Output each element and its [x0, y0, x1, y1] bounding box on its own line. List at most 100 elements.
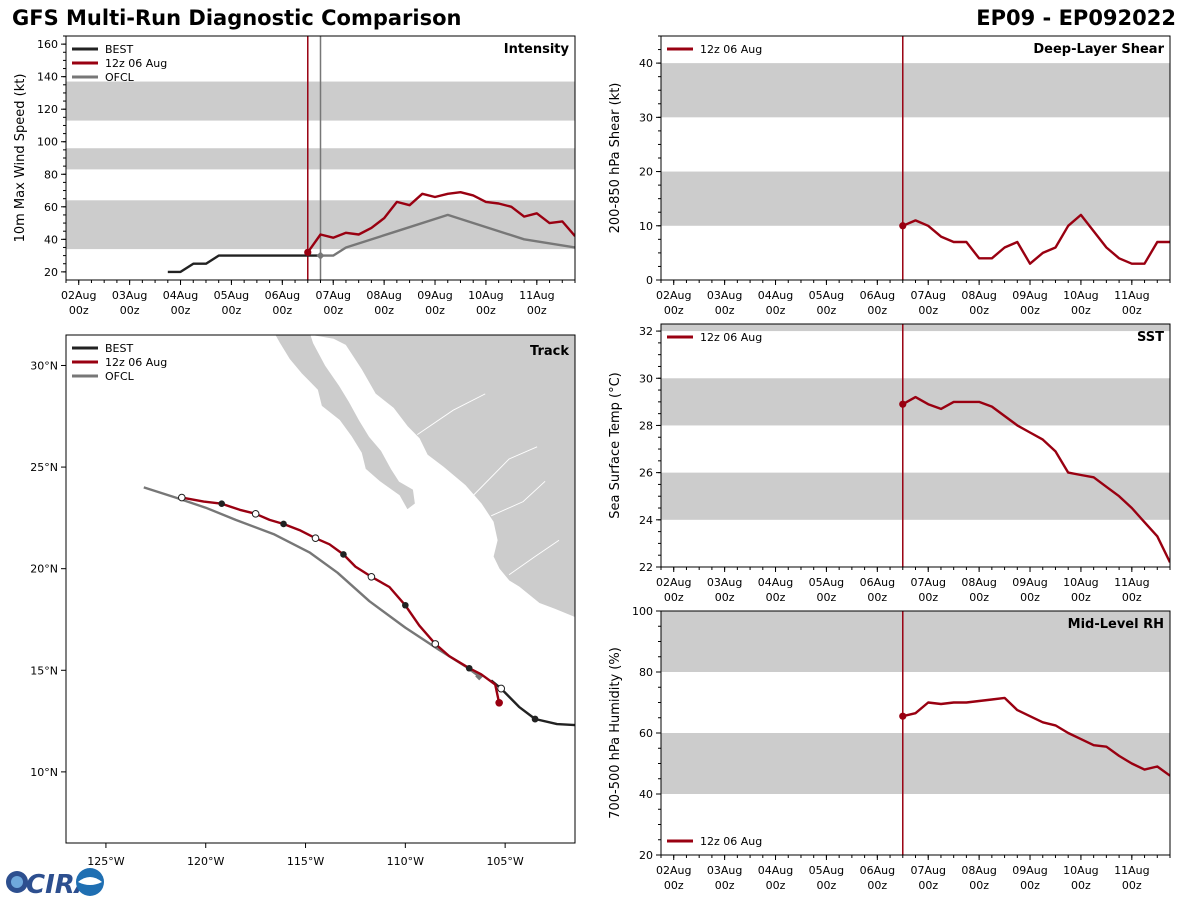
track-run-day-marker — [402, 601, 409, 609]
sst-plot-area — [661, 324, 1170, 567]
rh-xtick-label: 05Aug — [809, 864, 844, 877]
rh-xtick-label: 03Aug — [707, 864, 742, 877]
intensity-xtick-label: 00z — [120, 304, 140, 317]
sst-ytick-label: 28 — [639, 419, 653, 432]
baja-california-land — [274, 335, 416, 511]
shear-xtick-label: 07Aug — [910, 289, 945, 302]
sst-frame — [660, 323, 1171, 568]
sst-series-run — [902, 395, 1170, 563]
shear-xtick-label: 00z — [766, 304, 786, 317]
sst-xtick-label: 00z — [766, 591, 786, 604]
track-run-day-marker — [340, 551, 347, 558]
intensity-xtick-label: 00z — [425, 304, 445, 317]
sst-band-0 — [661, 472, 1170, 520]
intensity-ytick-label: 120 — [37, 103, 58, 116]
track-run-day-marker — [465, 664, 473, 672]
rh-plot-area — [661, 611, 1170, 855]
intensity-ytick-label: 60 — [44, 201, 58, 214]
intensity-xtick-label: 09Aug — [417, 289, 452, 302]
track-run-start-marker — [495, 698, 503, 707]
rh-band-0 — [661, 733, 1170, 794]
track-lon-label: 120°W — [187, 855, 224, 868]
sst-ytick-label: 24 — [639, 514, 653, 527]
track-lat-label: 15°N — [30, 664, 58, 677]
track-lon-label: 110°W — [387, 855, 424, 868]
rh-xtick-label: 04Aug — [758, 864, 793, 877]
sst-xtick-label: 00z — [1122, 591, 1142, 604]
track-run-halfday-marker — [367, 573, 376, 581]
shear-series-run — [902, 213, 1170, 265]
shear-xtick-label: 05Aug — [809, 289, 844, 302]
sst-xtick-label: 10Aug — [1063, 576, 1098, 589]
intensity-xtick-label: 07Aug — [315, 289, 350, 302]
rh-ytick-label: 80 — [639, 666, 653, 679]
rh-xtick-label: 00z — [1071, 879, 1091, 892]
shear-legend-label: 12z 06 Aug — [700, 43, 762, 56]
intensity-xtick-label: 00z — [272, 304, 292, 317]
shear-ytick-label: 30 — [639, 111, 653, 124]
shear-ytick-label: 40 — [639, 57, 653, 70]
shear-xtick-label: 11Aug — [1114, 289, 1149, 302]
track-lat-label: 10°N — [30, 766, 58, 779]
track-lon-label: 105°W — [486, 855, 523, 868]
intensity-xtick-label: 04Aug — [163, 289, 198, 302]
intensity-ylabel: 10m Max Wind Speed (kt) — [13, 74, 28, 243]
intensity-ytick-label: 140 — [37, 71, 58, 84]
track-lon-label: 115°W — [287, 855, 324, 868]
sst-xtick-label: 05Aug — [809, 576, 844, 589]
intensity-series-ofcl — [320, 213, 575, 257]
mainland-land — [309, 335, 575, 618]
track-lat-label: 25°N — [30, 461, 58, 474]
sst-ylabel: Sea Surface Temp (°C) — [608, 372, 623, 519]
sst-xtick-label: 00z — [715, 591, 735, 604]
track-legend-label: BEST — [105, 342, 133, 355]
track-best-marker — [531, 715, 539, 723]
shear-panel-title: Deep-Layer Shear — [1033, 42, 1164, 57]
rh-xtick-label: 00z — [918, 879, 938, 892]
intensity-ytick-label: 100 — [37, 136, 58, 149]
state-boundary-3 — [472, 446, 538, 496]
shear-xtick-label: 00z — [969, 304, 989, 317]
rh-ytick-label: 40 — [639, 788, 653, 801]
sst-xtick-label: 07Aug — [910, 576, 945, 589]
shear-ytick-label: 20 — [639, 166, 653, 179]
rh-ytick-label: 60 — [639, 727, 653, 740]
rh-xtick-label: 00z — [766, 879, 786, 892]
intensity-xtick-label: 00z — [171, 304, 191, 317]
intensity-xtick-label: 00z — [527, 304, 547, 317]
sst-xtick-label: 02Aug — [656, 576, 691, 589]
sst-band-1 — [661, 378, 1170, 426]
track-run-halfday-marker — [311, 534, 320, 543]
shear-xtick-label: 04Aug — [758, 289, 793, 302]
sst-ytick-label: 22 — [639, 561, 653, 574]
shear-band-0 — [661, 171, 1170, 226]
track-frame — [65, 334, 576, 844]
rh-xtick-label: 07Aug — [910, 864, 945, 877]
track-run-halfday-marker — [251, 510, 260, 518]
intensity-ofcl-start-marker — [316, 251, 325, 260]
rh-panel-title: Mid-Level RH — [1068, 617, 1164, 632]
intensity-xtick-label: 11Aug — [519, 289, 554, 302]
rh-xtick-label: 00z — [867, 879, 887, 892]
shear-xtick-label: 00z — [1122, 304, 1142, 317]
shear-xtick-label: 00z — [918, 304, 938, 317]
sst-xtick-label: 06Aug — [860, 576, 895, 589]
track-best-marker — [497, 684, 506, 693]
rh-ylabel: 700-500 hPa Humidity (%) — [608, 647, 623, 819]
intensity-legend-label: OFCL — [105, 71, 135, 84]
shear-xtick-label: 00z — [817, 304, 837, 317]
rh-xtick-label: 02Aug — [656, 864, 691, 877]
rh-xtick-label: 00z — [1020, 879, 1040, 892]
intensity-ytick-label: 40 — [44, 233, 58, 246]
rh-xtick-label: 00z — [969, 879, 989, 892]
sst-xtick-label: 04Aug — [758, 576, 793, 589]
intensity-legend-label: 12z 06 Aug — [105, 57, 167, 70]
shear-ytick-label: 0 — [646, 274, 653, 287]
track-legend-label: OFCL — [105, 370, 135, 383]
intensity-xtick-label: 06Aug — [265, 289, 300, 302]
shear-plot-area — [661, 36, 1170, 280]
intensity-run-start-marker — [304, 248, 312, 256]
sst-xtick-label: 03Aug — [707, 576, 742, 589]
track-lat-label: 30°N — [30, 359, 58, 372]
